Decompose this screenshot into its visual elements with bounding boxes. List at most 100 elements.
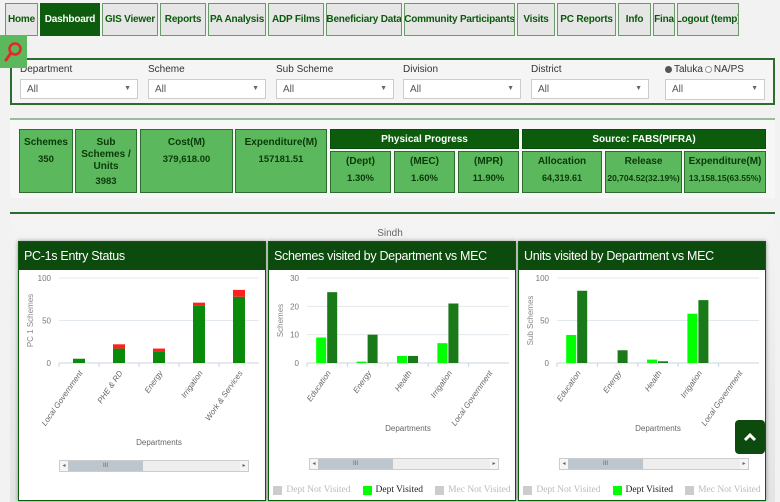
legend-dept-visited[interactable]: Dept Visited <box>612 485 674 495</box>
svg-text:Departments: Departments <box>136 438 182 447</box>
svg-text:Local Government: Local Government <box>40 368 85 427</box>
legend-swatch <box>612 485 622 495</box>
stat-progress-mec: (MEC) 1.60% <box>394 151 455 193</box>
legend-swatch <box>435 485 445 495</box>
stat-release: Release 20,704.52(32.19%) <box>605 151 682 193</box>
svg-text:Energy: Energy <box>351 368 373 395</box>
stat-fabs-expenditure: Expenditure(M) 13,158.15(63.55%) <box>684 151 766 193</box>
chart-title: Schemes visited by Department vs MEC <box>269 242 515 270</box>
district-select[interactable]: All ▼ <box>531 79 649 99</box>
legend-dept-not-visited[interactable]: Dept Not Visited <box>523 485 601 495</box>
scroll-left-arrow[interactable]: ◂ <box>560 459 568 469</box>
scroll-right-arrow[interactable]: ▸ <box>740 459 748 469</box>
svg-text:50: 50 <box>42 317 51 326</box>
fabs-header: Source: FABS(PIFRA) <box>522 129 766 149</box>
nav-tab-adp-films[interactable]: ADP Films <box>268 3 324 36</box>
stat-label: (Dept) <box>346 156 375 167</box>
chart-title: PC-1s Entry Status <box>19 242 265 270</box>
legend-dept-not-visited[interactable]: Dept Not Visited <box>273 485 351 495</box>
department-select[interactable]: All ▼ <box>20 79 138 99</box>
stat-label: Allocation <box>537 156 587 167</box>
scroll-thumb[interactable]: III <box>68 461 143 471</box>
units-visited-chart: 0 50 100 Sub Schemes Education Energy Health Ir… <box>526 274 759 433</box>
svg-text:Energy: Energy <box>143 368 165 395</box>
svg-text:0: 0 <box>545 359 550 368</box>
naps-radio[interactable] <box>704 66 712 73</box>
taluka-select[interactable]: All ▼ <box>665 79 765 100</box>
svg-text:10: 10 <box>290 331 299 340</box>
svg-text:Education: Education <box>555 369 583 404</box>
taluka-radio[interactable] <box>665 66 672 73</box>
taluka-filter: Taluka NA/PS All ▼ <box>665 64 765 100</box>
legend-mec-not-visited[interactable]: Mec Not Visited <box>435 485 511 495</box>
chart-scrollbar[interactable]: ◂ III ▸ <box>309 458 499 470</box>
stat-value: 3983 <box>95 176 117 187</box>
pc1-entry-chart: 0 50 100 PC 1 Schemes Local Government PHE & … <box>26 274 259 447</box>
stat-value: 64,319.61 <box>541 173 583 183</box>
nav-tab-logout-temp[interactable]: Logout (temp) <box>677 3 739 36</box>
chart-legend: Dept Not Visited Dept Visited Mec Not Vi… <box>269 485 515 495</box>
sub-scheme-filter: Sub Scheme All ▼ <box>276 64 394 99</box>
district-value: All <box>538 84 550 95</box>
division-filter: Division All ▼ <box>403 64 521 99</box>
stat-label: Cost(M) <box>167 137 206 148</box>
physical-progress-header: Physical Progress <box>330 129 519 149</box>
svg-text:Local Government: Local Government <box>450 368 495 427</box>
scroll-right-arrow[interactable]: ▸ <box>490 459 498 469</box>
nav-tab-fina[interactable]: Fina <box>653 3 675 36</box>
svg-text:Irrigation: Irrigation <box>179 369 205 400</box>
legend-label: Dept Visited <box>375 485 424 495</box>
legend-label: Mec Not Visited <box>448 485 511 495</box>
nav-tab-pa-analysis[interactable]: PA Analysis <box>208 3 266 36</box>
taluka-radio-label: Taluka <box>674 64 703 75</box>
nav-tab-beneficiary-data[interactable]: Beneficiary Data <box>326 3 402 36</box>
stat-label: Expenditure(M) <box>244 137 318 148</box>
scheme-value: All <box>155 84 167 95</box>
caret-down-icon: ▼ <box>507 85 514 92</box>
svg-text:Health: Health <box>393 369 414 394</box>
chart-card-units-visited: Units visited by Department vs MEC 0 50 10… <box>518 241 766 501</box>
svg-text:Irrigation: Irrigation <box>679 369 705 400</box>
stat-value: 13,158.15(63.55%) <box>688 173 762 183</box>
back-to-top-button[interactable] <box>735 420 765 454</box>
nav-tab-gis-viewer[interactable]: GIS Viewer <box>102 3 158 36</box>
nav-tab-home[interactable]: Home <box>5 3 38 36</box>
sub-scheme-label: Sub Scheme <box>276 64 334 75</box>
scroll-left-arrow[interactable]: ◂ <box>60 461 68 471</box>
svg-text:100: 100 <box>536 274 550 283</box>
legend-label: Mec Not Visited <box>698 485 761 495</box>
stat-label: Schemes <box>24 137 68 148</box>
svg-text:Health: Health <box>643 369 664 394</box>
search-toggle-button[interactable] <box>0 35 27 68</box>
stat-value: 379,618.00 <box>162 154 211 165</box>
nav-tab-pc-reports[interactable]: PC Reports <box>557 3 616 36</box>
scroll-right-arrow[interactable]: ▸ <box>240 461 248 471</box>
scroll-thumb[interactable]: III <box>568 459 643 469</box>
summary-stats-panel: Schemes 350 Sub Schemes / Units 3983 Cos… <box>10 118 775 198</box>
scheme-filter: Scheme All ▼ <box>148 64 266 99</box>
legend-label: Dept Not Visited <box>536 485 601 495</box>
legend-mec-not-visited[interactable]: Mec Not Visited <box>685 485 761 495</box>
chart-scrollbar[interactable]: ◂ III ▸ <box>559 458 749 470</box>
division-select[interactable]: All ▼ <box>403 79 521 99</box>
scroll-left-arrow[interactable]: ◂ <box>310 459 318 469</box>
sub-scheme-select[interactable]: All ▼ <box>276 79 394 99</box>
chart-scrollbar[interactable]: ◂ III ▸ <box>59 460 249 472</box>
division-value: All <box>410 84 422 95</box>
nav-tab-reports[interactable]: Reports <box>160 3 206 36</box>
sub-scheme-value: All <box>283 84 295 95</box>
svg-text:Local Government: Local Government <box>700 368 745 427</box>
legend-label: Dept Visited <box>625 485 674 495</box>
svg-text:Education: Education <box>305 369 333 404</box>
taluka-value: All <box>672 84 684 95</box>
scheme-select[interactable]: All ▼ <box>148 79 266 99</box>
stat-progress-dept: (Dept) 1.30% <box>330 151 391 193</box>
nav-tab-community-participants[interactable]: Community Participants <box>404 3 515 36</box>
caret-down-icon: ▼ <box>751 85 758 92</box>
legend-dept-visited[interactable]: Dept Visited <box>362 485 424 495</box>
nav-tab-dashboard[interactable]: Dashboard <box>40 3 100 36</box>
nav-tab-info[interactable]: Info <box>618 3 651 36</box>
chart-legend: Dept Not Visited Dept Visited Mec Not Vi… <box>519 485 765 495</box>
nav-tab-visits[interactable]: Visits <box>517 3 555 36</box>
scroll-thumb[interactable]: III <box>318 459 393 469</box>
